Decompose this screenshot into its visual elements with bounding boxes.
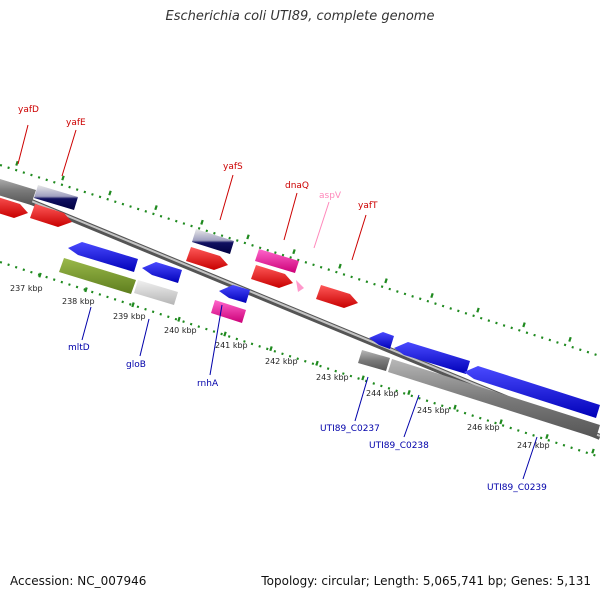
kbp-labels: 237 kbp 238 kbp 239 kbp 240 kbp 241 kbp …	[10, 284, 550, 450]
gene-label-rnhA[interactable]: rnhA	[197, 379, 219, 389]
kbp-label: 238 kbp	[62, 297, 95, 306]
trna-marker[interactable]	[296, 280, 304, 292]
aspv-leader	[313, 201, 330, 249]
gene-arrow[interactable]	[316, 285, 358, 308]
kbp-label: 242 kbp	[265, 357, 298, 366]
gene-block[interactable]	[134, 280, 178, 305]
gene-block[interactable]	[358, 350, 390, 371]
reverse-gene-leaders	[81, 304, 538, 480]
gene-label-yafD[interactable]: yafD	[18, 105, 39, 115]
genome-summary-text: Topology: circular; Length: 5,065,741 bp…	[261, 574, 591, 588]
gene-arrow[interactable]	[464, 366, 600, 418]
map-title: Escherichia coli UTI89, complete genome	[165, 9, 435, 24]
gene-labels[interactable]: yafD yafE yafS dnaQ aspV yafT mltD gloB …	[18, 105, 547, 493]
kbp-label: 244 kbp	[366, 389, 399, 398]
gene-arrow[interactable]	[394, 342, 470, 374]
gene-arrow[interactable]	[142, 262, 182, 283]
kbp-label: 239 kbp	[113, 312, 146, 321]
accession-text: Accession: NC_007946	[10, 574, 147, 588]
gene-arrow[interactable]	[255, 249, 299, 273]
kbp-label: 246 kbp	[467, 423, 500, 432]
gene-arrow[interactable]	[0, 194, 28, 218]
gene-label-aspV[interactable]: aspV	[319, 191, 342, 201]
gene-arrow[interactable]	[30, 204, 72, 227]
outer-ruler-ticks	[15, 160, 572, 342]
gene-label-yafE[interactable]: yafE	[66, 118, 86, 128]
gene-block[interactable]	[211, 300, 246, 323]
gene-arrow[interactable]	[369, 332, 394, 349]
gene-arrow[interactable]	[68, 242, 138, 272]
gene-arrow[interactable]	[251, 265, 293, 288]
gene-block[interactable]	[34, 185, 78, 210]
kbp-label: 245 kbp	[417, 406, 450, 415]
inner-ruler-ticks	[38, 272, 595, 454]
outer-ruler-dots	[0, 163, 600, 358]
gene-arrow[interactable]	[219, 285, 250, 303]
forward-gene-leaders	[17, 124, 367, 261]
gene-label-UTI89_C0238[interactable]: UTI89_C0238	[369, 441, 429, 451]
kbp-label: 247 kbp	[517, 441, 550, 450]
gene-label-yafT[interactable]: yafT	[358, 201, 378, 211]
gene-block[interactable]	[0, 176, 36, 205]
gene-block[interactable]	[192, 229, 234, 254]
gene-block[interactable]	[59, 258, 136, 294]
gene-arrow[interactable]	[186, 247, 228, 270]
gene-label-dnaQ[interactable]: dnaQ	[285, 181, 309, 191]
gene-label-mltD[interactable]: mltD	[68, 343, 90, 353]
gene-block[interactable]	[388, 359, 600, 438]
inner-ruler-dots	[0, 260, 600, 459]
gene-label-UTI89_C0237[interactable]: UTI89_C0237	[320, 424, 380, 434]
gene-label-yafS[interactable]: yafS	[223, 162, 243, 172]
kbp-label: 240 kbp	[164, 326, 197, 335]
kbp-label: 243 kbp	[316, 373, 349, 382]
gene-label-gloB[interactable]: gloB	[126, 360, 146, 370]
kbp-label: 241 kbp	[215, 341, 248, 350]
kbp-label: 237 kbp	[10, 284, 43, 293]
gene-label-UTI89_C0239[interactable]: UTI89_C0239	[487, 483, 547, 493]
